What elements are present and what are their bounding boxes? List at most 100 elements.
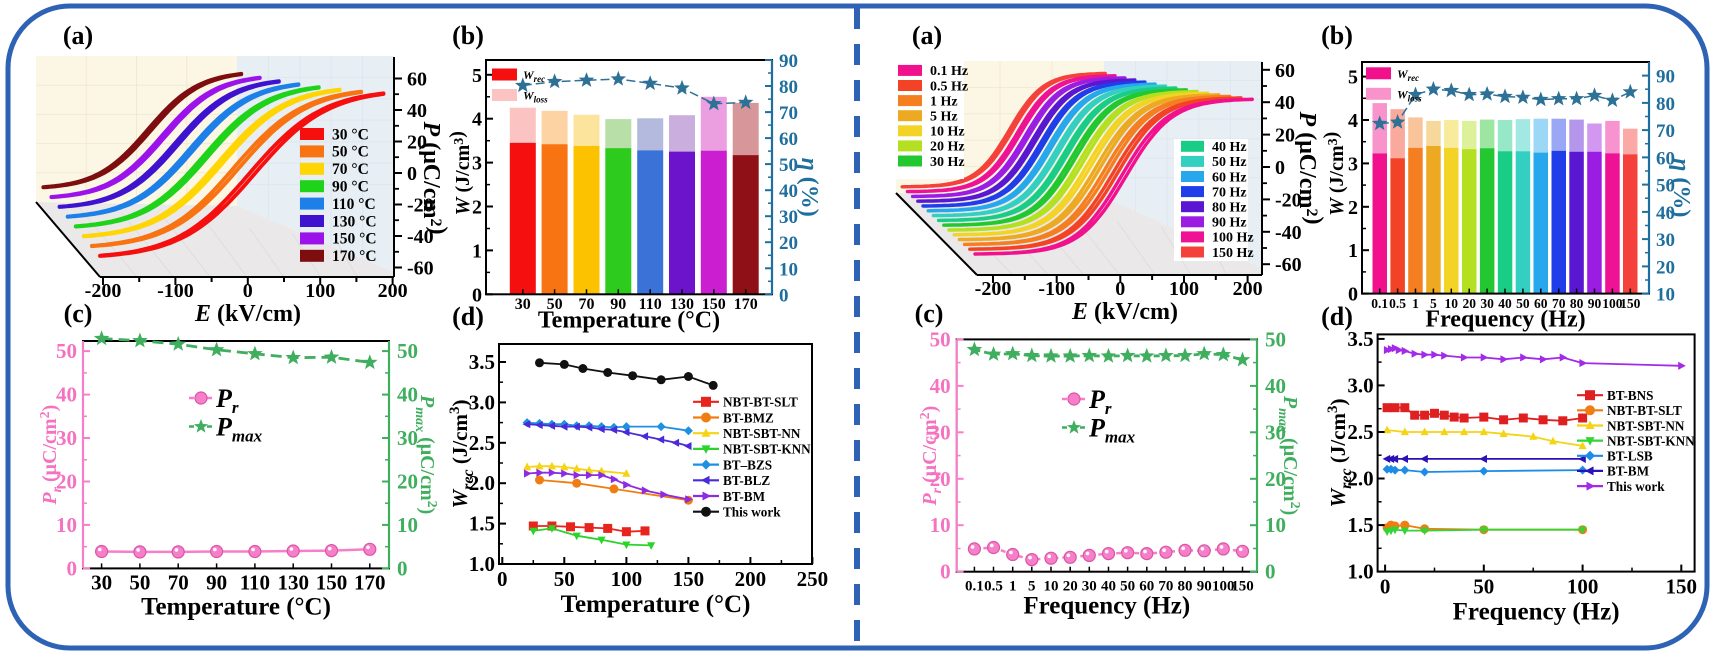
- svg-text:-100: -100: [1038, 278, 1075, 300]
- svg-text:BT-BLZ: BT-BLZ: [723, 473, 770, 488]
- svg-text:1: 1: [1009, 579, 1017, 595]
- svg-text:10: 10: [56, 513, 77, 537]
- svg-text:20: 20: [779, 233, 798, 254]
- svg-text:100: 100: [1212, 579, 1235, 595]
- svg-text:-40: -40: [407, 226, 434, 248]
- svg-text:30: 30: [91, 570, 112, 594]
- svg-text:130 °C: 130 °C: [332, 213, 377, 230]
- svg-text:0.5 Hz: 0.5 Hz: [930, 79, 968, 94]
- svg-text:150: 150: [1231, 579, 1254, 595]
- svg-text:0: 0: [497, 567, 508, 591]
- svg-text:60: 60: [1139, 579, 1154, 595]
- svg-text:30: 30: [1656, 230, 1675, 251]
- svg-text:Wloss: Wloss: [1397, 87, 1422, 103]
- svg-text:(c): (c): [915, 299, 944, 328]
- svg-text:60: 60: [1656, 148, 1675, 169]
- svg-text:(d): (d): [1321, 302, 1353, 331]
- svg-text:200: 200: [735, 567, 767, 591]
- svg-text:50: 50: [397, 339, 418, 363]
- svg-text:50: 50: [547, 296, 563, 313]
- svg-text:0: 0: [1380, 575, 1391, 599]
- svg-text:1: 1: [1348, 240, 1358, 262]
- svg-text:100: 100: [1567, 575, 1599, 599]
- svg-text:Pmax: Pmax: [1088, 414, 1136, 447]
- svg-text:Wloss: Wloss: [523, 89, 548, 105]
- svg-text:0.5: 0.5: [984, 579, 1003, 595]
- svg-text:150: 150: [1666, 575, 1698, 599]
- svg-text:-40: -40: [1275, 222, 1302, 244]
- svg-text:0: 0: [1275, 157, 1285, 179]
- svg-text:110: 110: [639, 296, 662, 313]
- svg-text:(c): (c): [64, 299, 93, 328]
- svg-text:10: 10: [397, 513, 418, 537]
- svg-text:0: 0: [67, 556, 78, 580]
- svg-text:30 °C: 30 °C: [332, 126, 369, 143]
- svg-text:5: 5: [1430, 296, 1437, 311]
- svg-text:70: 70: [168, 570, 189, 594]
- svg-text:10: 10: [930, 513, 951, 537]
- svg-text:60: 60: [779, 129, 798, 150]
- svg-text:E (kV/cm): E (kV/cm): [1071, 299, 1178, 325]
- svg-text:200: 200: [1233, 278, 1263, 300]
- svg-text:Frequency (Hz): Frequency (Hz): [1023, 593, 1190, 620]
- svg-text:0: 0: [940, 560, 951, 584]
- svg-text:2.0: 2.0: [469, 471, 495, 495]
- svg-text:100: 100: [1602, 296, 1623, 311]
- svg-text:150 Hz: 150 Hz: [1212, 246, 1254, 261]
- svg-text:NBT-SBT-KNN: NBT-SBT-KNN: [723, 442, 811, 457]
- svg-text:This work: This work: [723, 505, 781, 520]
- svg-text:0.1: 0.1: [1371, 296, 1388, 311]
- svg-text:90: 90: [206, 570, 227, 594]
- svg-text:1: 1: [472, 240, 482, 262]
- svg-text:-200: -200: [975, 278, 1012, 300]
- svg-text:2: 2: [1348, 197, 1358, 219]
- svg-text:110: 110: [240, 570, 270, 594]
- svg-text:50 °C: 50 °C: [332, 144, 369, 161]
- svg-text:40: 40: [397, 383, 418, 407]
- svg-text:η (%): η (%): [1668, 158, 1694, 217]
- svg-text:10: 10: [1445, 296, 1459, 311]
- svg-text:(a): (a): [63, 21, 93, 50]
- svg-text:E (kV/cm): E (kV/cm): [194, 301, 301, 327]
- svg-text:30: 30: [1082, 579, 1097, 595]
- svg-text:0: 0: [779, 285, 789, 306]
- svg-text:50: 50: [1473, 575, 1494, 599]
- svg-text:90: 90: [1656, 67, 1675, 88]
- svg-text:Pmax (μC/cm2): Pmax (μC/cm2): [1275, 395, 1302, 515]
- svg-text:170 °C: 170 °C: [332, 248, 377, 265]
- svg-text:Pr: Pr: [215, 384, 239, 417]
- svg-text:5: 5: [472, 65, 482, 87]
- svg-text:3: 3: [1348, 153, 1358, 175]
- svg-text:70 °C: 70 °C: [332, 161, 369, 178]
- svg-text:150: 150: [702, 296, 726, 313]
- svg-text:30: 30: [515, 296, 531, 313]
- svg-text:170: 170: [354, 570, 386, 594]
- svg-text:Pr: Pr: [1088, 385, 1112, 418]
- svg-text:60 Hz: 60 Hz: [1212, 170, 1247, 185]
- svg-text:3.0: 3.0: [469, 390, 495, 414]
- svg-text:20: 20: [397, 470, 418, 494]
- svg-text:30 Hz: 30 Hz: [930, 155, 965, 170]
- svg-text:50: 50: [129, 570, 150, 594]
- svg-text:This work: This work: [1607, 479, 1665, 494]
- svg-text:70: 70: [1552, 296, 1566, 311]
- svg-text:20: 20: [1656, 257, 1675, 278]
- svg-text:1.5: 1.5: [469, 512, 495, 536]
- svg-text:2: 2: [472, 197, 482, 219]
- svg-text:130: 130: [277, 570, 309, 594]
- svg-text:(b): (b): [452, 21, 484, 50]
- svg-text:70: 70: [579, 296, 595, 313]
- svg-text:50: 50: [779, 155, 798, 176]
- svg-text:-20: -20: [407, 195, 434, 217]
- svg-text:90: 90: [779, 51, 798, 72]
- svg-text:40 Hz: 40 Hz: [1212, 140, 1247, 155]
- svg-text:20: 20: [1265, 467, 1286, 491]
- svg-text:-60: -60: [1275, 254, 1302, 276]
- svg-text:Pr (μC/cm2): Pr (μC/cm2): [918, 406, 945, 507]
- svg-text:20: 20: [56, 470, 77, 494]
- svg-text:NBT-BT-SLT: NBT-BT-SLT: [1607, 403, 1682, 418]
- svg-text:110 °C: 110 °C: [332, 196, 376, 213]
- svg-text:50: 50: [1656, 176, 1675, 197]
- svg-text:200: 200: [378, 280, 408, 302]
- svg-text:Wrec (J/cm3): Wrec (J/cm3): [1325, 398, 1355, 507]
